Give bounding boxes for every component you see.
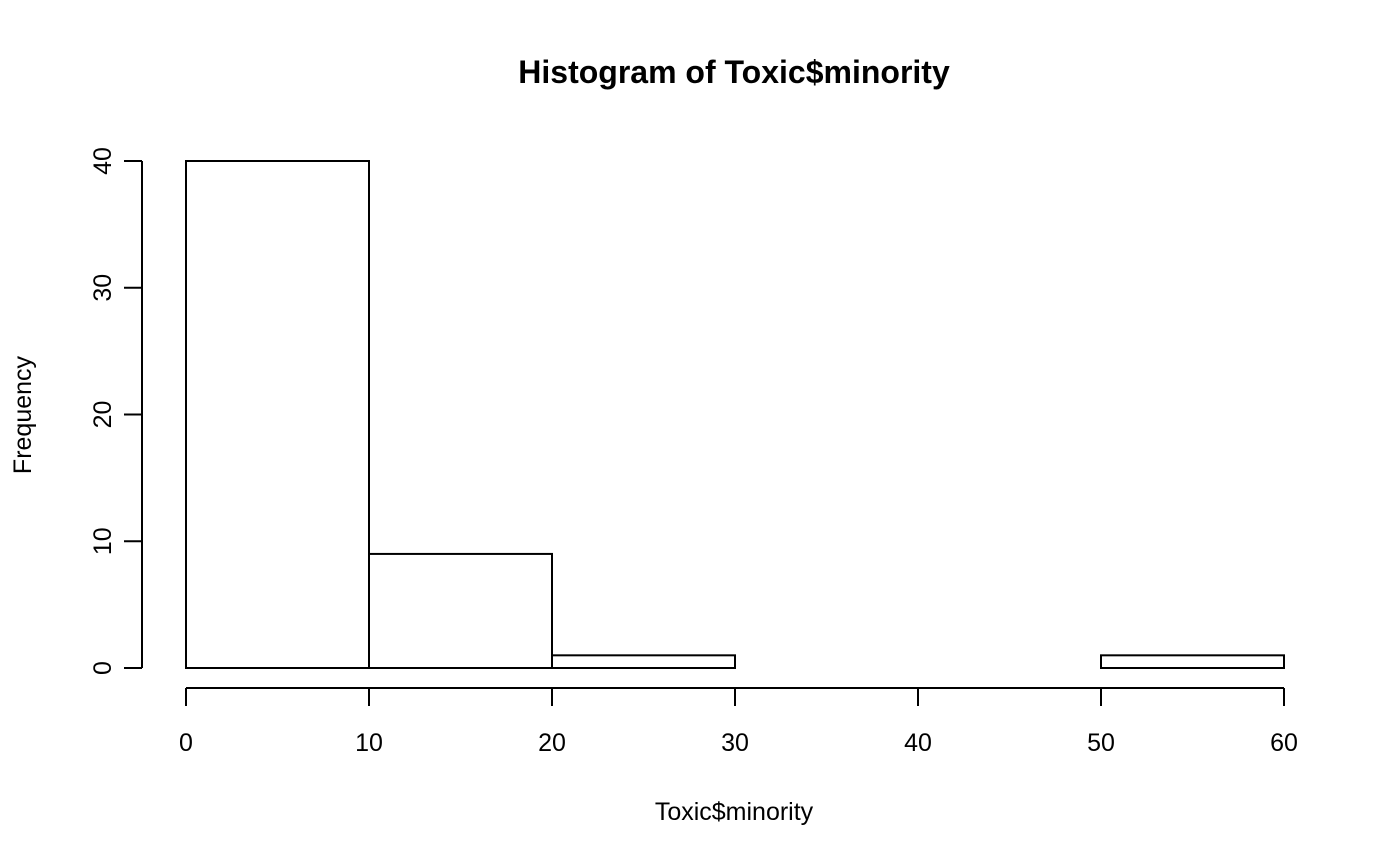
- y-tick-label-0: 0: [89, 661, 117, 675]
- x-axis-label: Toxic$minority: [655, 798, 814, 826]
- x-tick-label-3: 30: [721, 729, 749, 757]
- y-tick-label-2: 20: [89, 401, 117, 429]
- y-tick-label-4: 40: [89, 147, 117, 175]
- x-tick-label-5: 50: [1087, 729, 1115, 757]
- x-tick-label-4: 40: [904, 729, 932, 757]
- histogram-bar-1: [368, 552, 553, 669]
- y-tick-label-1: 10: [89, 527, 117, 555]
- x-tick-label-1: 10: [355, 729, 383, 757]
- chart-title: Histogram of Toxic$minority: [518, 54, 950, 90]
- y-axis-label: Frequency: [9, 355, 37, 474]
- x-tick-label-6: 60: [1270, 729, 1298, 757]
- bars-group: [185, 160, 1285, 670]
- y-tick-label-3: 30: [89, 274, 117, 302]
- y-axis: 0 10 20 30 40: [89, 147, 143, 675]
- histogram-bar-0: [185, 160, 370, 669]
- x-tick-label-2: 20: [538, 729, 566, 757]
- x-tick-label-0: 0: [179, 729, 193, 757]
- histogram-bar-5: [1100, 654, 1285, 670]
- x-axis: 0 10 20 30 40 50 60: [179, 687, 1298, 757]
- histogram-bar-2: [551, 654, 736, 670]
